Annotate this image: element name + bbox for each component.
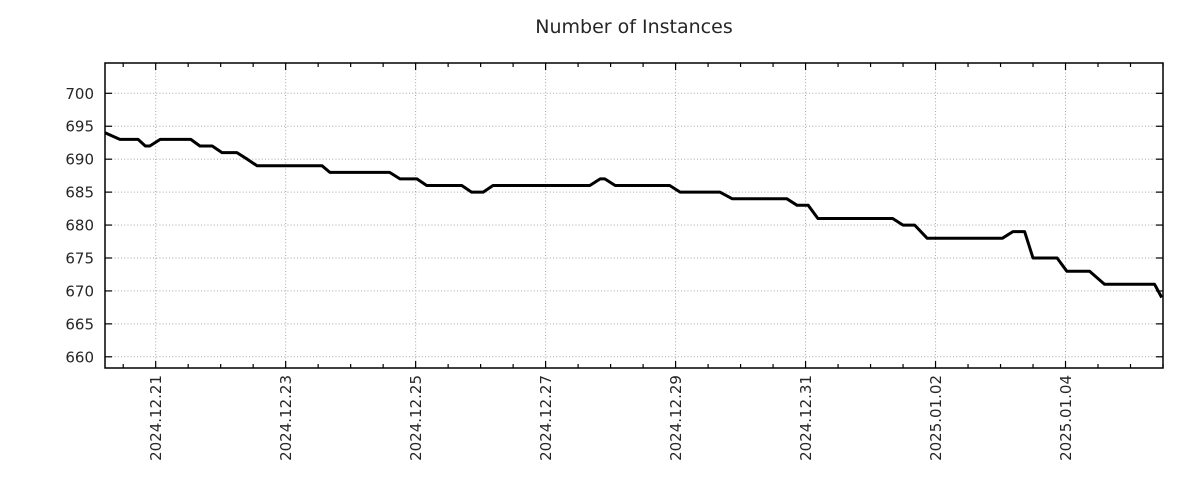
- y-tick-label: 660: [65, 348, 94, 366]
- y-tick-label: 690: [65, 151, 94, 169]
- chart-title: Number of Instances: [535, 16, 733, 38]
- x-tick-label: 2024.12.21: [147, 375, 165, 461]
- y-tick-label: 675: [65, 249, 94, 267]
- y-tick-label: 680: [65, 217, 94, 235]
- y-tick-label: 685: [65, 184, 94, 202]
- x-tick-label: 2024.12.29: [667, 375, 685, 461]
- x-tick-label: 2024.12.25: [407, 375, 425, 461]
- x-tick-label: 2025.01.04: [1057, 375, 1075, 461]
- series-line: [104, 131, 1164, 299]
- x-tick-label: 2024.12.27: [537, 375, 555, 461]
- y-tick-label: 695: [65, 118, 94, 136]
- axes-spines: [104, 62, 1164, 369]
- x-tick-label: 2024.12.31: [797, 375, 815, 461]
- x-tick-label: 2025.01.02: [927, 375, 945, 461]
- y-tick-label: 700: [65, 85, 94, 103]
- x-tick-label: 2024.12.23: [277, 375, 295, 461]
- y-tick-label: 670: [65, 282, 94, 300]
- y-tick-label: 665: [65, 315, 94, 333]
